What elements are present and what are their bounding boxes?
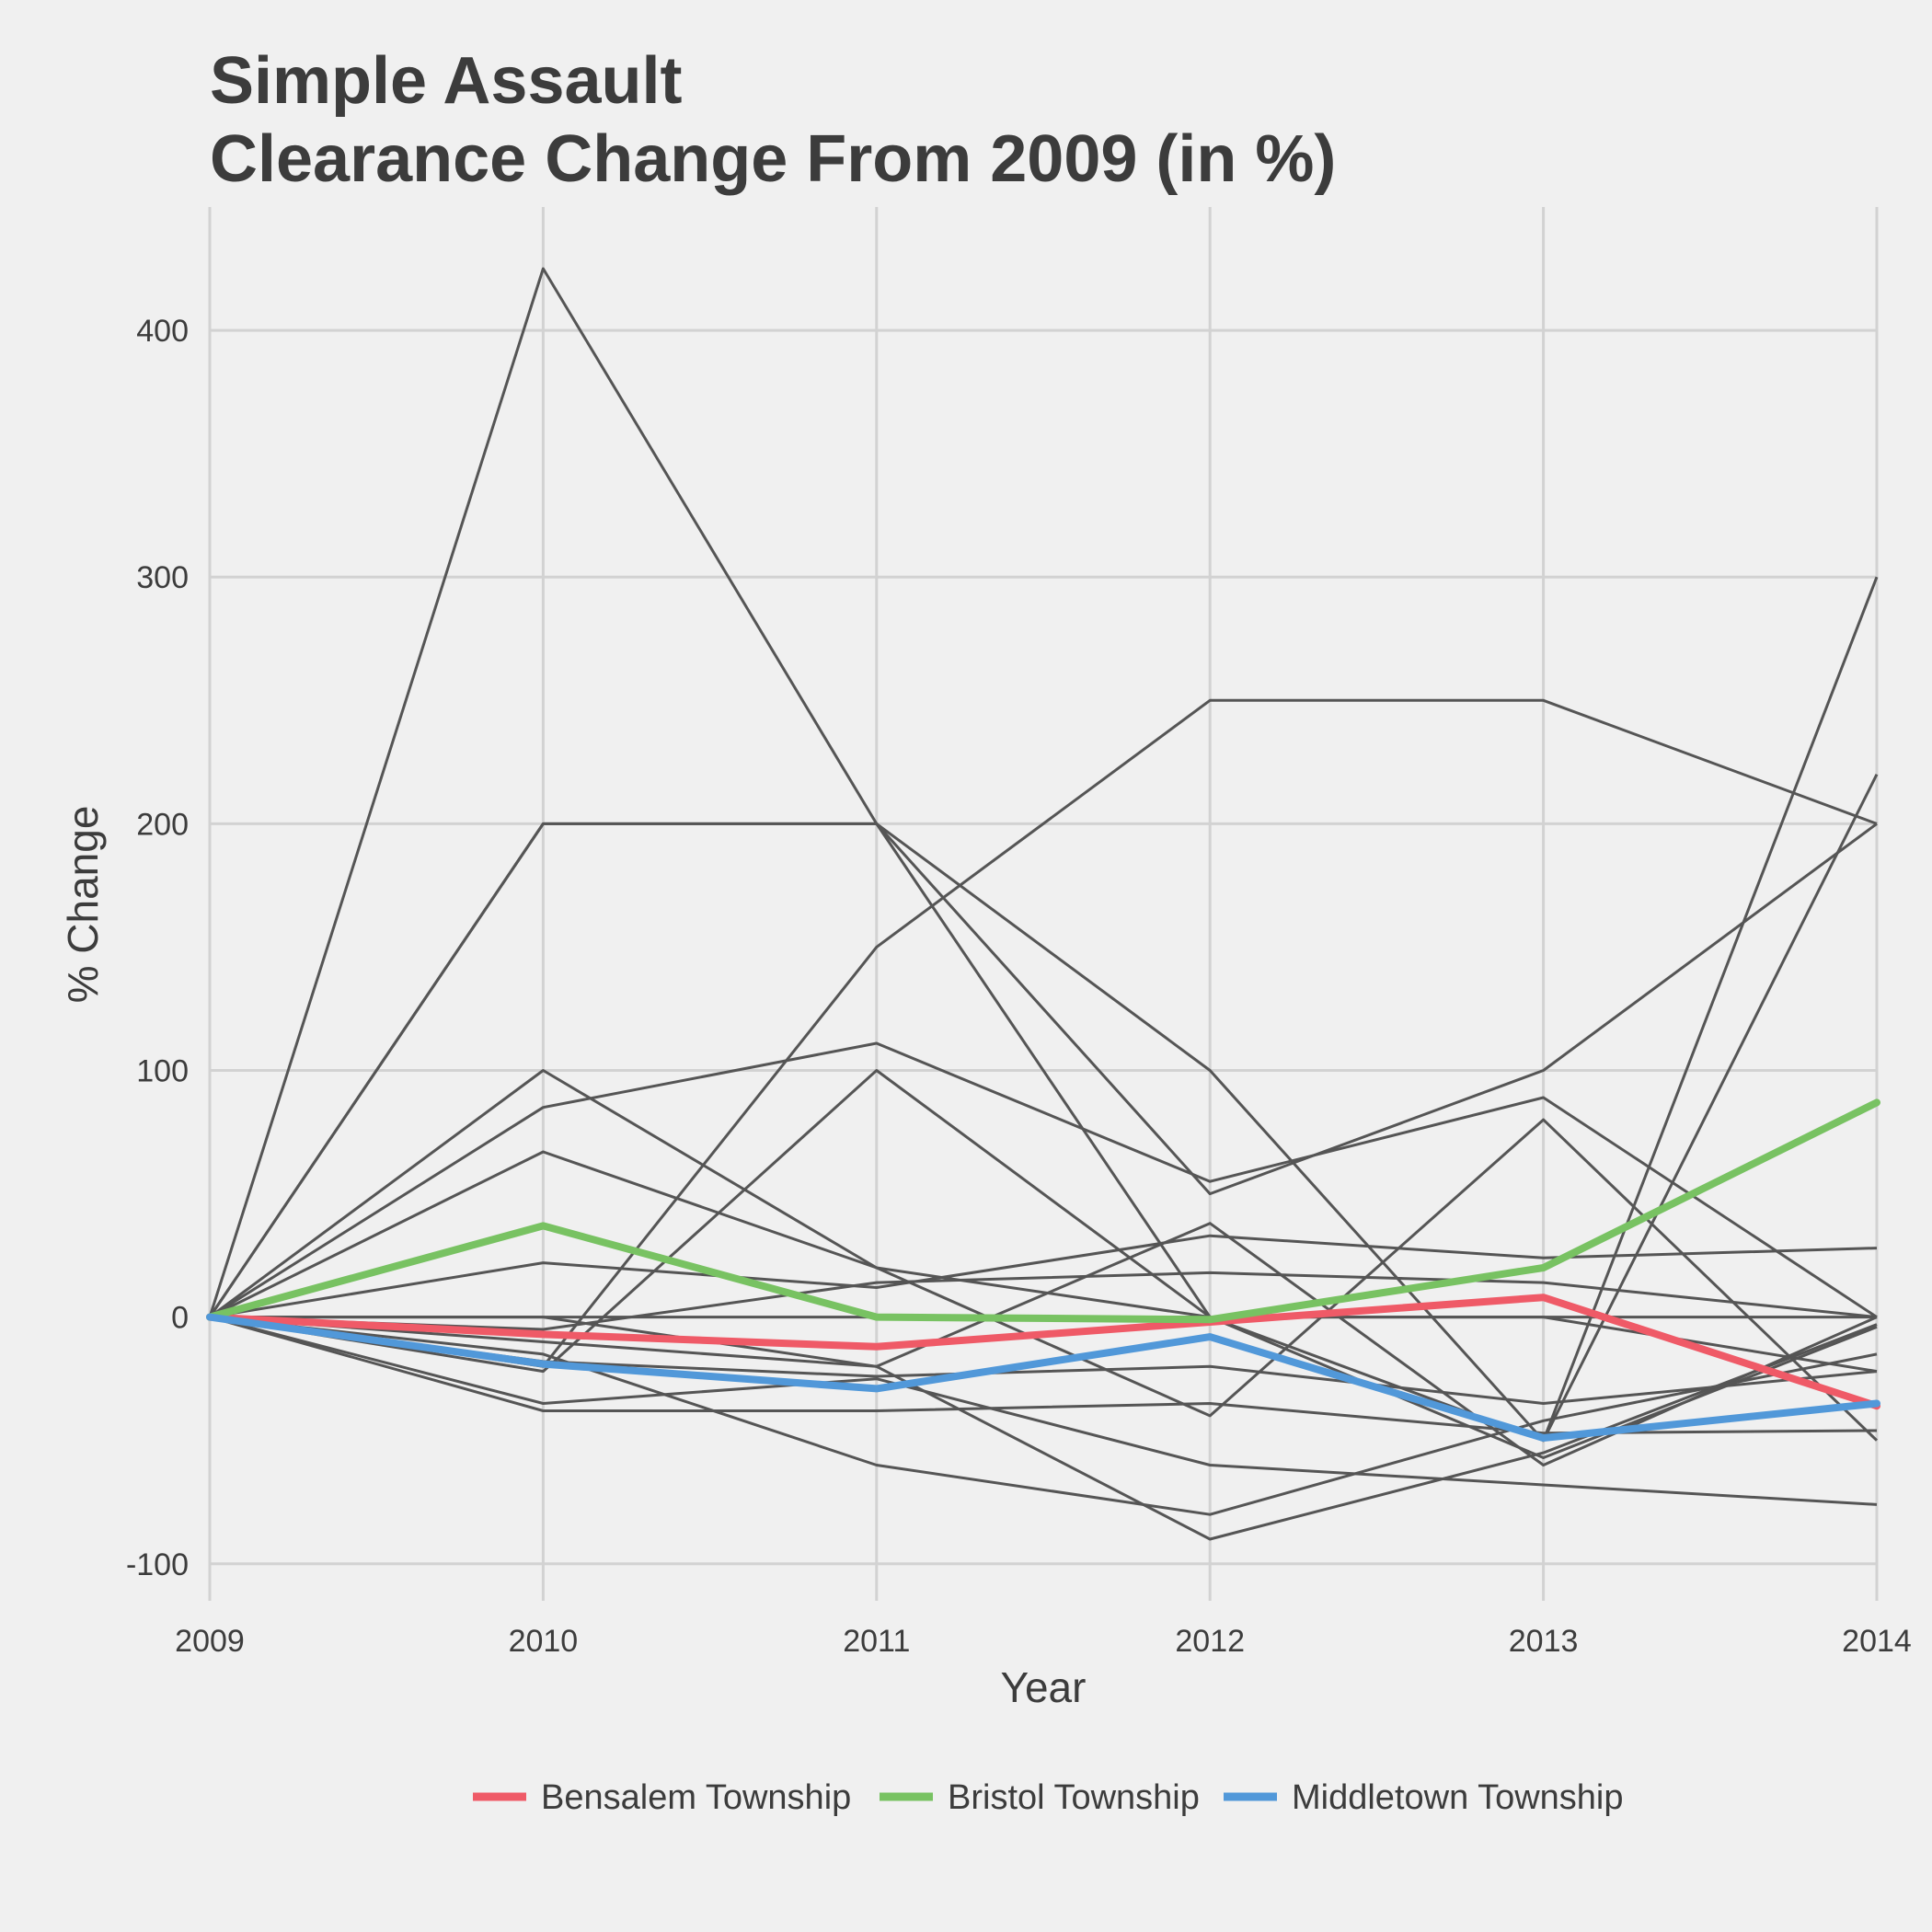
x-tick-label: 2014 [1842,1624,1912,1659]
chart-title-line-1: Simple Assault [210,44,683,118]
x-tick-label: 2010 [509,1624,579,1659]
x-axis-title: Year [1001,1663,1087,1711]
x-axis-ticks: 2009 2010 2011 2012 2013 2014 [175,1624,1912,1659]
y-tick-label: 400 [136,314,189,349]
y-tick-label: 0 [171,1301,189,1336]
legend-label-bristol-township: Bristol Township [948,1778,1200,1817]
highlighted-series [206,1098,1880,1442]
background-series-line [209,698,1878,1368]
background-series-line [209,1150,1878,1374]
series-line-bensalem-township [206,1294,1880,1410]
background-series-line [209,1069,1878,1459]
y-axis-ticks: -100 0 100 200 300 400 [126,314,189,1582]
background-series-line [208,267,1879,1443]
y-tick-label: -100 [126,1547,189,1582]
legend-label-bensalem-township: Bensalem Township [541,1778,851,1817]
chart-title: Simple Assault Clearance Change From 200… [210,44,1336,196]
y-tick-label: 200 [136,807,189,842]
legend: Bensalem Township Bristol Township Middlet… [473,1778,1624,1817]
x-tick-label: 2012 [1175,1624,1245,1659]
background-series-line [209,1041,1878,1318]
grid [208,207,1879,1601]
y-axis-title: % Change [59,806,107,1004]
x-tick-label: 2013 [1509,1624,1579,1659]
y-tick-label: 100 [136,1053,189,1088]
background-series-line [209,1316,1878,1506]
background-series-line [209,1316,1878,1516]
y-tick-label: 300 [136,560,189,595]
series-line-middletown-township [206,1313,1880,1442]
background-series-line [209,1069,1879,1442]
background-series [208,267,1879,1541]
chart-title-line-2: Clearance Change From 2009 (in %) [210,122,1336,196]
legend-label-middletown-township: Middletown Township [1292,1778,1624,1817]
x-tick-label: 2011 [843,1624,910,1659]
background-series-line [208,774,1879,1443]
background-series-line [209,1271,1878,1331]
series-line-bristol-township [206,1098,1880,1324]
x-tick-label: 2009 [175,1624,245,1659]
background-series-line [209,1234,1878,1319]
